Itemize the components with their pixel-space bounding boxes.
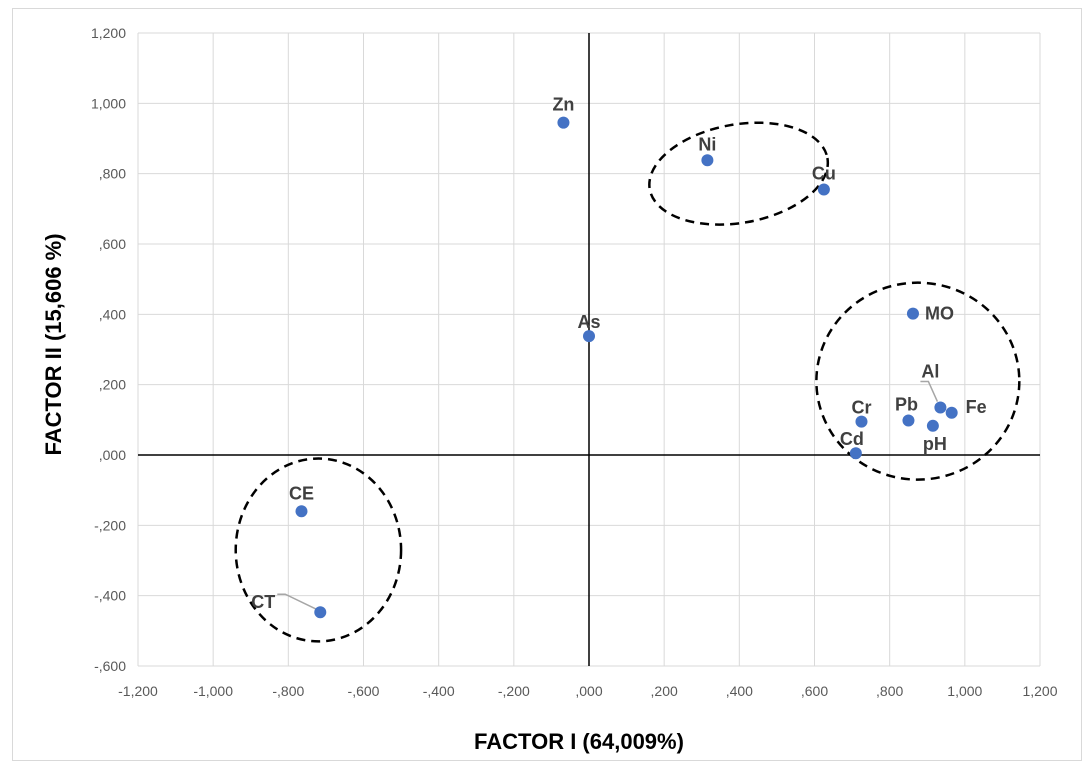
data-point-ct <box>314 606 326 618</box>
x-tick-label: -,400 <box>423 683 455 699</box>
y-axis-title: FACTOR II (15,606 %) <box>41 233 66 455</box>
y-tick-label: ,800 <box>99 166 126 182</box>
point-label-mo: MO <box>925 304 954 324</box>
y-tick-label: ,000 <box>99 447 126 463</box>
point-label-cr: Cr <box>851 398 871 418</box>
data-point-mo <box>907 308 919 320</box>
chart-frame: Zn Ni Cu As MO Al Fe Cr Pb pH Cd CE CT -1,200 -1,000-… <box>12 8 1082 761</box>
y-tick-label: -,600 <box>94 658 126 674</box>
point-label-ph: pH <box>923 434 947 454</box>
point-label-cu: Cu <box>812 163 836 183</box>
data-point-cu <box>818 183 830 195</box>
y-tick-label: 1,200 <box>91 25 126 41</box>
point-label-cd: Cd <box>840 429 864 449</box>
data-point-pb <box>902 415 914 427</box>
leader-line-ct <box>277 594 316 609</box>
y-tick-label: ,400 <box>99 306 126 322</box>
point-label-al: Al <box>921 362 939 382</box>
data-point-zn <box>557 117 569 129</box>
data-point-al <box>934 402 946 414</box>
y-tick-label: -,400 <box>94 588 126 604</box>
axes <box>138 33 1040 666</box>
cluster-outlines <box>236 110 1020 642</box>
data-point-ni <box>701 154 713 166</box>
point-label-pb: Pb <box>895 395 918 415</box>
x-tick-label: ,000 <box>575 683 602 699</box>
x-axis-title: FACTOR I (64,009%) <box>474 729 684 754</box>
data-point-ph <box>927 420 939 432</box>
y-tick-label: ,600 <box>99 236 126 252</box>
x-tick-label: -,600 <box>348 683 380 699</box>
point-label-fe: Fe <box>966 397 987 417</box>
point-label-ct: CT <box>251 592 275 612</box>
point-label-zn: Zn <box>552 95 574 115</box>
data-points <box>295 117 957 619</box>
x-tick-label: -1,000 <box>193 683 233 699</box>
data-point-ce <box>295 505 307 517</box>
y-tick-label: ,200 <box>99 377 126 393</box>
x-tick-label: ,600 <box>801 683 828 699</box>
x-tick-label: -,800 <box>272 683 304 699</box>
point-label-ce: CE <box>289 483 314 503</box>
x-tick-label: ,200 <box>651 683 678 699</box>
x-tick-label: 1,200 <box>1022 683 1057 699</box>
tick-labels: -1,200 -1,000 -,800 -,600 -,400 -,200 ,000 ,200… <box>91 25 1058 699</box>
x-tick-label: 1,000 <box>947 683 982 699</box>
x-tick-label: -1,200 <box>118 683 158 699</box>
x-tick-label: -,200 <box>498 683 530 699</box>
leader-lines <box>277 382 937 610</box>
point-label-ni: Ni <box>698 134 716 154</box>
data-point-fe <box>946 407 958 419</box>
y-tick-label: -,200 <box>94 517 126 533</box>
x-tick-label: ,400 <box>726 683 753 699</box>
y-tick-label: 1,000 <box>91 95 126 111</box>
x-tick-label: ,800 <box>876 683 903 699</box>
point-label-as: As <box>577 312 600 332</box>
